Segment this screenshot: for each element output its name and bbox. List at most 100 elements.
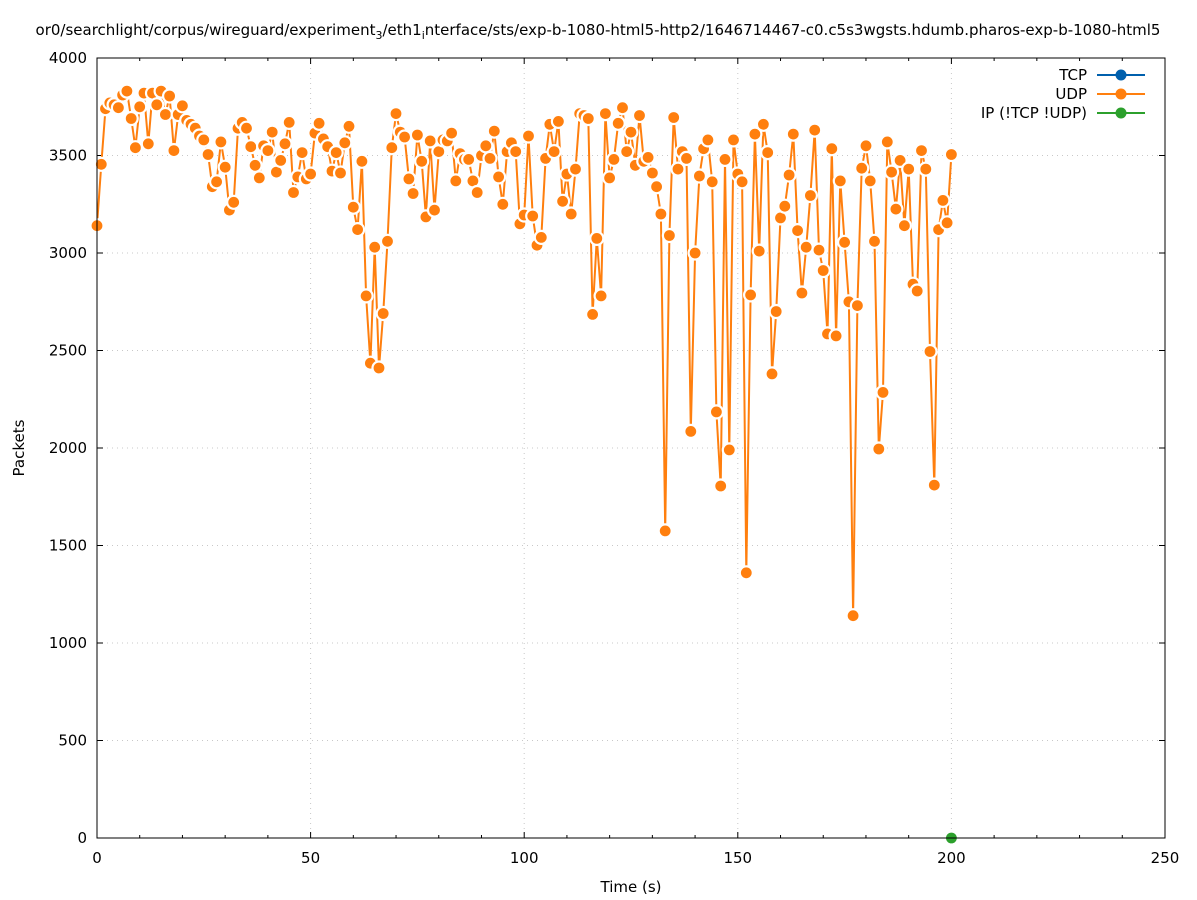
data-point xyxy=(367,239,383,255)
data-point xyxy=(285,184,302,201)
data-point xyxy=(751,243,767,259)
data-point xyxy=(495,196,511,212)
data-point xyxy=(717,151,733,167)
y-tick-label: 500 xyxy=(58,732,87,750)
data-point xyxy=(742,287,759,303)
data-point xyxy=(922,343,938,360)
data-point xyxy=(388,105,404,122)
data-point xyxy=(879,134,895,150)
data-point xyxy=(901,161,917,177)
data-point xyxy=(683,423,699,439)
y-tick-label: 3500 xyxy=(49,147,87,165)
data-point xyxy=(311,115,327,131)
data-point xyxy=(832,173,848,189)
data-point xyxy=(785,126,801,142)
legend-marker xyxy=(1115,69,1127,81)
x-tick-label: 100 xyxy=(510,849,539,867)
data-point xyxy=(802,187,819,204)
y-tick-label: 0 xyxy=(77,829,87,847)
data-point xyxy=(747,126,763,142)
data-point xyxy=(294,145,310,161)
data-point xyxy=(943,146,960,163)
data-point xyxy=(913,143,930,159)
title-part-1: or0/searchlight/corpus/wireguard/experim… xyxy=(36,21,376,39)
data-point xyxy=(704,174,720,190)
data-point xyxy=(580,110,596,127)
data-point xyxy=(110,100,127,116)
data-point xyxy=(755,116,772,132)
data-point xyxy=(918,161,934,177)
data-point xyxy=(883,164,900,180)
data-point xyxy=(371,360,387,376)
data-point xyxy=(328,145,344,161)
data-point xyxy=(243,139,259,155)
y-tick-label: 4000 xyxy=(49,49,87,67)
data-point xyxy=(196,132,212,148)
data-point xyxy=(546,144,562,160)
data-point xyxy=(350,222,366,238)
data-point xyxy=(777,198,793,214)
data-point xyxy=(238,120,255,136)
data-point xyxy=(354,153,370,169)
data-point xyxy=(798,239,814,255)
data-point xyxy=(589,230,605,246)
data-point xyxy=(217,159,233,175)
data-point xyxy=(926,477,942,493)
data-point xyxy=(132,99,148,115)
data-point xyxy=(623,124,639,140)
data-point xyxy=(862,173,878,189)
data-point xyxy=(379,233,396,249)
data-point xyxy=(209,174,225,190)
data-point xyxy=(401,171,417,187)
data-point xyxy=(251,170,267,186)
title-subscript-1: 3 xyxy=(375,29,382,42)
data-point xyxy=(584,306,601,322)
data-point xyxy=(166,143,182,159)
data-point xyxy=(414,153,430,169)
data-point xyxy=(174,98,190,114)
data-point xyxy=(140,136,156,152)
data-point xyxy=(119,83,135,99)
data-point xyxy=(277,136,293,152)
data-point xyxy=(644,165,661,181)
data-point xyxy=(935,192,951,208)
data-point xyxy=(601,170,618,186)
data-point xyxy=(469,184,485,201)
data-point xyxy=(794,285,810,301)
data-point xyxy=(303,166,319,182)
data-point xyxy=(345,199,361,215)
data-point xyxy=(849,298,866,314)
y-tick-label: 3000 xyxy=(49,244,87,262)
data-point xyxy=(264,124,280,140)
legend-marker xyxy=(1115,107,1127,119)
data-point xyxy=(687,245,703,261)
data-point xyxy=(525,208,541,224)
data-point xyxy=(213,134,229,150)
data-point xyxy=(811,242,827,258)
data-point xyxy=(491,169,507,185)
data-point xyxy=(563,206,579,222)
data-point xyxy=(610,115,626,131)
data-point xyxy=(593,288,609,304)
data-point xyxy=(260,143,276,159)
data-point xyxy=(550,113,567,130)
data-point xyxy=(734,174,750,190)
data-point xyxy=(700,132,716,148)
data-point xyxy=(520,128,537,144)
data-point xyxy=(273,152,289,168)
legend-label: IP (!TCP !UDP) xyxy=(981,104,1087,122)
data-point xyxy=(854,160,870,176)
data-point xyxy=(678,150,695,166)
data-point xyxy=(691,168,708,184)
y-axis-label: Packets xyxy=(10,419,28,476)
data-point xyxy=(93,156,109,172)
data-point xyxy=(764,366,780,382)
data-point xyxy=(149,97,165,113)
data-point xyxy=(619,144,635,160)
chart-title: or0/searchlight/corpus/wireguard/experim… xyxy=(36,21,1161,42)
legend-label: TCP xyxy=(1058,66,1087,84)
data-point xyxy=(836,234,853,250)
data-point xyxy=(824,141,840,157)
x-tick-label: 150 xyxy=(723,849,752,867)
